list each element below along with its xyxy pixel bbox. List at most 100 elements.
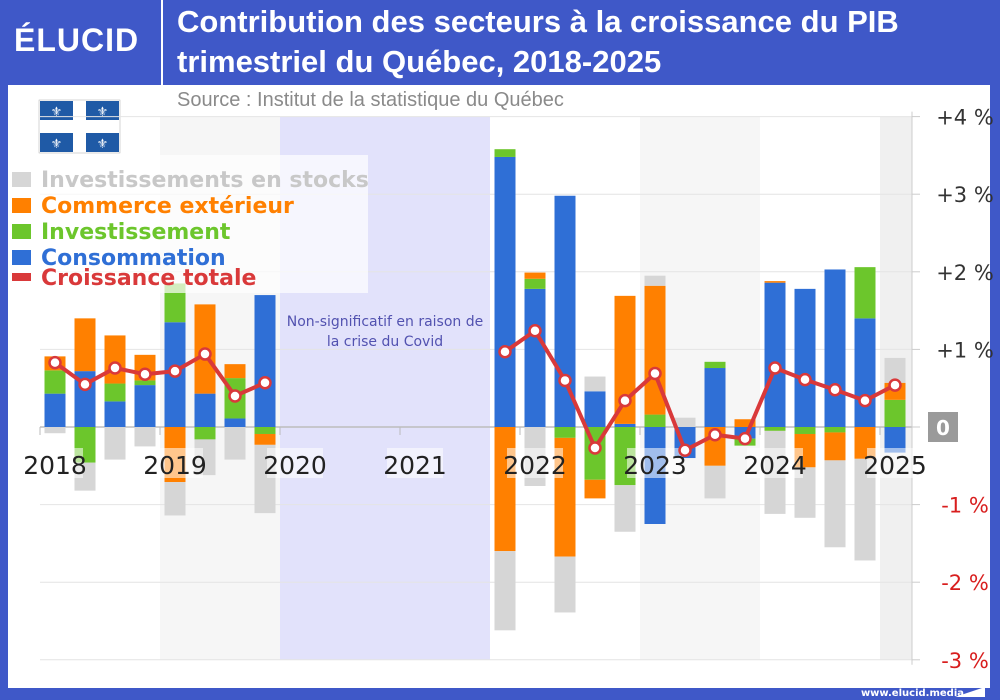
footer-site: www.elucid.media (860, 688, 964, 699)
bar-consommation (104, 401, 126, 427)
bar-consommation (224, 418, 246, 427)
covid-annotation: Non-significatif en raison de la crise d… (286, 314, 484, 350)
bar-stocks (44, 427, 66, 434)
bar-investissement (884, 399, 906, 427)
bar-consommation (854, 318, 876, 427)
legend-swatch (12, 198, 31, 213)
source-text: Source : Institut de la statistique du Q… (177, 89, 564, 111)
flag-quarter (86, 101, 119, 120)
bar-consommation (134, 385, 156, 427)
bar-commerce (764, 281, 786, 283)
bar-stocks (164, 482, 186, 516)
elucid-footer-icon (955, 687, 985, 697)
flag-quarter (86, 133, 119, 152)
croissance-point (498, 344, 512, 359)
bar-stocks (644, 275, 666, 286)
x-tick-label: 2021 (383, 451, 447, 480)
bar-commerce (824, 432, 846, 461)
legend-item-stocks: Investissements en stocks (12, 169, 369, 193)
bar-stocks (794, 467, 816, 518)
croissance-point (858, 393, 872, 408)
bar-consommation (824, 269, 846, 427)
croissance-point (198, 347, 212, 361)
bar-stocks (494, 551, 516, 631)
bar-commerce (74, 318, 96, 372)
x-tick-label: 2022 (503, 451, 567, 480)
legend-label: Croissance totale (41, 266, 257, 291)
croissance-point (258, 376, 272, 390)
bar-investissement (44, 370, 66, 394)
bar-investissement (194, 427, 216, 440)
bar-consommation (614, 423, 636, 427)
y-tick-label: -1 % (941, 494, 989, 518)
x-tick-label: 2023 (623, 451, 687, 480)
bar-stocks (134, 427, 156, 447)
bar-investissement (524, 278, 546, 289)
legend-swatch (12, 172, 31, 187)
x-label-bg (747, 448, 803, 478)
legend-item-commerce: Commerce extérieur (12, 195, 294, 219)
flag-quarter (40, 101, 73, 120)
y-tick-label: +4 % (936, 106, 994, 130)
bar-consommation (254, 295, 276, 427)
legend-label: Consommation (41, 246, 226, 271)
title-line-1: Contribution des secteurs à la croissanc… (177, 4, 899, 39)
bar-commerce (254, 433, 276, 445)
legend-item-croissance: Croissance totale (12, 267, 256, 291)
croissance-point (888, 378, 902, 392)
bar-stocks (614, 485, 636, 532)
bar-stocks (884, 357, 906, 383)
croissance-point (798, 372, 812, 387)
croissance-point (738, 431, 752, 446)
legend-item-investissement: Investissement (12, 221, 230, 245)
bar-consommation (794, 288, 816, 427)
chart-title: Contribution des secteurs à la croissanc… (177, 2, 899, 82)
bar-commerce (734, 419, 756, 427)
legend-line-marker (12, 273, 31, 281)
croissance-point (768, 361, 782, 375)
croissance-point (678, 443, 692, 458)
x-label-bg (267, 448, 323, 478)
bar-investissement (134, 380, 156, 386)
bar-consommation (704, 368, 726, 427)
legend-label: Investissements en stocks (41, 168, 369, 193)
header-divider (161, 0, 163, 85)
bar-investissement (164, 283, 186, 323)
legend-swatch (12, 224, 31, 239)
bar-consommation (764, 282, 786, 427)
bar-consommation (884, 427, 906, 453)
x-label-bg (147, 448, 203, 478)
bar-commerce (614, 295, 636, 424)
bar-investissement (704, 361, 726, 369)
legend-label: Commerce extérieur (41, 194, 294, 219)
croissance-point (558, 373, 572, 388)
y-tick-label: +2 % (936, 261, 994, 285)
x-tick-label: 2020 (263, 451, 327, 480)
croissance-point (108, 361, 122, 375)
fleur-de-lis-icon: ⚜ (97, 105, 109, 120)
bar-investissement (254, 427, 276, 434)
croissance-point (78, 377, 92, 392)
legend: Investissements en stocks Commerce extér… (10, 155, 369, 293)
y-tick-label: 0 (936, 416, 950, 440)
elucid-logo: ÉLUCID (14, 22, 140, 58)
x-tick-label: 2019 (143, 451, 207, 480)
y-tick-label: -2 % (941, 571, 989, 595)
legend-item-consommation: Consommation (12, 247, 226, 271)
x-label-bg (627, 448, 683, 478)
bar-investissement (494, 149, 516, 157)
bar-consommation (584, 391, 606, 427)
bar-stocks (854, 458, 876, 561)
croissance-point (228, 389, 242, 403)
x-label-bg (27, 448, 83, 478)
croissance-point (708, 428, 722, 442)
bar-commerce (224, 364, 246, 379)
bar-stocks (704, 465, 726, 499)
zero-label-bg (928, 412, 958, 442)
legend-swatch (12, 250, 31, 265)
bar-stocks (584, 376, 606, 392)
fleur-de-lis-icon: ⚜ (97, 137, 109, 152)
flag-quarter (40, 133, 73, 152)
bar-investissement (644, 414, 666, 427)
croissance-point (648, 366, 662, 381)
